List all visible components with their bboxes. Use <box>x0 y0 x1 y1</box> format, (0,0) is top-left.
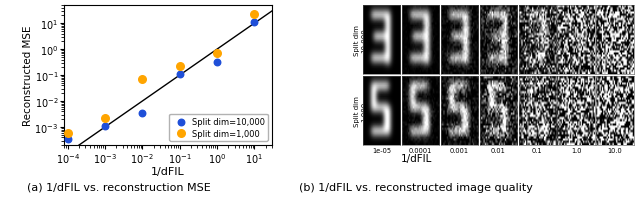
Y-axis label: Split dim
1,000: Split dim 1,000 <box>354 96 367 127</box>
Y-axis label: Reconstructed MSE: Reconstructed MSE <box>23 26 33 126</box>
X-axis label: 0.001: 0.001 <box>450 147 469 154</box>
Split dim=1,000 <box>100 117 110 120</box>
Split dim=10,000 <box>137 112 147 115</box>
Split dim=10,000 <box>212 61 222 64</box>
Text: (b) 1/dFIL vs. reconstructed image quality: (b) 1/dFIL vs. reconstructed image quali… <box>299 182 533 192</box>
X-axis label: 1.0: 1.0 <box>571 147 581 154</box>
Text: 1/dFIL: 1/dFIL <box>400 154 432 163</box>
Split dim=1,000 <box>137 78 147 81</box>
X-axis label: 0.1: 0.1 <box>532 147 543 154</box>
Split dim=1,000 <box>63 132 73 135</box>
Split dim=10,000 <box>175 73 185 76</box>
Split dim=1,000 <box>249 14 259 17</box>
Split dim=1,000 <box>212 52 222 56</box>
X-axis label: 1e-05: 1e-05 <box>372 147 391 154</box>
Text: (a) 1/dFIL vs. reconstruction MSE: (a) 1/dFIL vs. reconstruction MSE <box>26 182 211 192</box>
Y-axis label: Split dim
10,000: Split dim 10,000 <box>354 25 367 56</box>
Split dim=10,000 <box>100 125 110 128</box>
X-axis label: 0.0001: 0.0001 <box>409 147 432 154</box>
Split dim=1,000 <box>175 65 185 68</box>
X-axis label: 1/dFIL: 1/dFIL <box>151 166 185 176</box>
X-axis label: 10.0: 10.0 <box>607 147 622 154</box>
Legend: Split dim=10,000, Split dim=1,000: Split dim=10,000, Split dim=1,000 <box>169 114 268 141</box>
X-axis label: 0.01: 0.01 <box>491 147 506 154</box>
Split dim=10,000 <box>63 138 73 141</box>
Split dim=10,000 <box>249 21 259 25</box>
